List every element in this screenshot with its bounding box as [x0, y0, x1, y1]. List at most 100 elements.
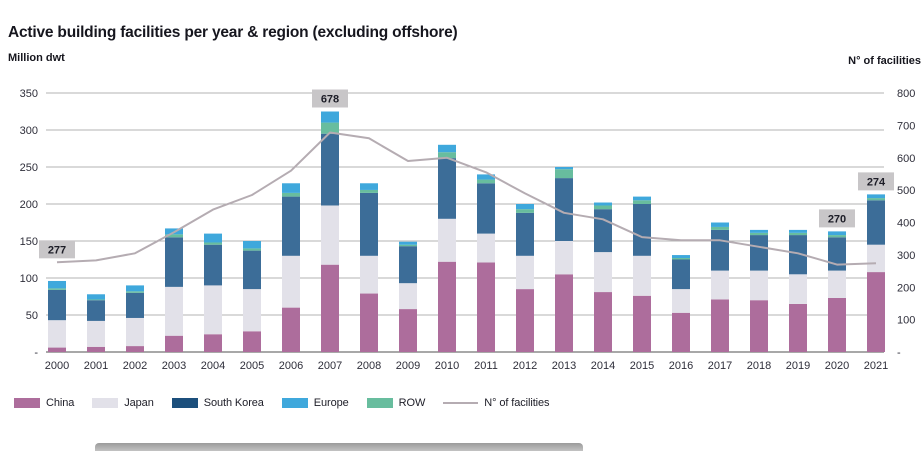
bar-segment-china: [594, 292, 612, 352]
bar-segment-south-korea: [750, 235, 768, 271]
facilities-line-sample-icon: [443, 402, 479, 404]
bar-segment-row: [594, 205, 612, 210]
bar-segment-china: [789, 303, 807, 352]
bar-segment-row: [360, 189, 378, 193]
bar-segment-row: [672, 258, 690, 260]
bar-segment-europe: [321, 111, 339, 123]
bar-segment-china: [516, 289, 534, 352]
bar-segment-japan: [438, 218, 456, 262]
legend-label: South Korea: [203, 397, 264, 409]
bar-segment-europe: [828, 231, 846, 236]
right-axis-tick-label: 500: [897, 185, 915, 197]
bar-segment-china: [399, 309, 417, 352]
bar-segment-south-korea: [399, 246, 417, 284]
bar-segment-south-korea: [360, 192, 378, 256]
legend-label: Japan: [124, 397, 154, 409]
bar-segment-japan: [672, 289, 690, 313]
bar-segment-europe: [711, 222, 729, 227]
legend-item-row: ROW: [366, 397, 426, 409]
bar-segment-south-korea: [165, 237, 183, 287]
bar-segment-japan: [48, 320, 66, 348]
horizontal-scrollbar-thumb[interactable]: [95, 443, 583, 451]
bar-segment-japan: [789, 274, 807, 304]
bar-segment-south-korea: [243, 250, 261, 290]
bar-segment-japan: [711, 270, 729, 300]
bar-segment-south-korea: [516, 212, 534, 256]
bar-segment-china: [204, 334, 222, 352]
left-axis-tick-label: 100: [20, 273, 38, 285]
x-axis-label: 2008: [357, 360, 381, 372]
bar-segment-row: [867, 198, 885, 201]
bar-segment-japan: [126, 317, 144, 347]
bar-segment-china: [126, 346, 144, 352]
bar-segment-row: [87, 299, 105, 301]
x-axis-label: 2015: [630, 360, 654, 372]
x-axis-label: 2017: [708, 360, 732, 372]
x-axis-label: 2016: [669, 360, 693, 372]
bar-segment-row: [243, 248, 261, 251]
bar-segment-china: [750, 300, 768, 352]
bar-segment-south-korea: [282, 196, 300, 256]
annotation-value: 270: [828, 213, 846, 225]
bar-segment-south-korea: [789, 235, 807, 275]
right-axis-tick-label: 100: [897, 315, 915, 327]
x-axis-label: 2003: [162, 360, 186, 372]
bar-segment-south-korea: [87, 300, 105, 321]
bar-segment-europe: [438, 144, 456, 153]
bar-segment-europe: [555, 167, 573, 170]
south-korea-swatch-icon: [171, 398, 198, 408]
bar-segment-row: [165, 234, 183, 238]
x-axis-label: 2005: [240, 360, 264, 372]
left-axis-tick-label: 250: [20, 162, 38, 174]
x-axis-label: 2010: [435, 360, 459, 372]
bar-segment-china: [711, 299, 729, 352]
bar-segment-europe: [204, 233, 222, 243]
bar-segment-japan: [750, 270, 768, 301]
x-axis-label: 2002: [123, 360, 147, 372]
bar-segment-china: [243, 331, 261, 352]
bar-segment-japan: [555, 241, 573, 275]
x-axis-label: 2011: [474, 360, 498, 372]
x-axis-label: 2009: [396, 360, 420, 372]
page-title: Active building facilities per year & re…: [8, 24, 458, 41]
bar-segment-south-korea: [828, 237, 846, 271]
bar-segment-japan: [828, 270, 846, 298]
bar-segment-europe: [399, 241, 417, 245]
annotation-value: 678: [321, 94, 339, 106]
bar-segment-china: [360, 293, 378, 352]
bar-segment-row: [555, 169, 573, 179]
facilities-line: [56, 131, 877, 266]
bar-segment-europe: [789, 229, 807, 233]
bar-segment-japan: [360, 255, 378, 294]
bar-segment-china: [282, 307, 300, 352]
bar-segment-europe: [126, 285, 144, 292]
bar-segment-japan: [87, 320, 105, 347]
bar-segment-row: [789, 232, 807, 236]
annotation-value: 274: [867, 176, 886, 188]
legend-label: ROW: [398, 397, 426, 409]
bar-segment-europe: [282, 183, 300, 193]
legend-label: Europe: [313, 397, 349, 409]
bar-segment-china: [867, 272, 885, 352]
bar-segment-china: [672, 312, 690, 352]
bar-segment-japan: [633, 255, 651, 296]
right-axis-tick-label: 600: [897, 153, 915, 165]
legend-item-china: China: [14, 397, 74, 409]
chart-legend: China Japan South Korea Europe ROW N° of…: [14, 397, 550, 409]
bar-segment-japan: [165, 286, 183, 336]
annotation-box: [858, 172, 894, 191]
bar-segment-europe: [48, 280, 66, 289]
bar-segment-row: [750, 232, 768, 236]
x-axis-label: 2004: [201, 360, 225, 372]
bar-segment-china: [633, 295, 651, 352]
left-axis-tick-label: 350: [20, 88, 38, 100]
bar-segment-row: [321, 122, 339, 134]
bar-segment-europe: [750, 229, 768, 233]
x-axis-label: 2021: [864, 360, 888, 372]
legend-item-facilities-line: N° of facilities: [443, 397, 550, 409]
x-axis-label: 2007: [318, 360, 342, 372]
bar-segment-china: [438, 261, 456, 352]
china-swatch-icon: [14, 398, 40, 408]
